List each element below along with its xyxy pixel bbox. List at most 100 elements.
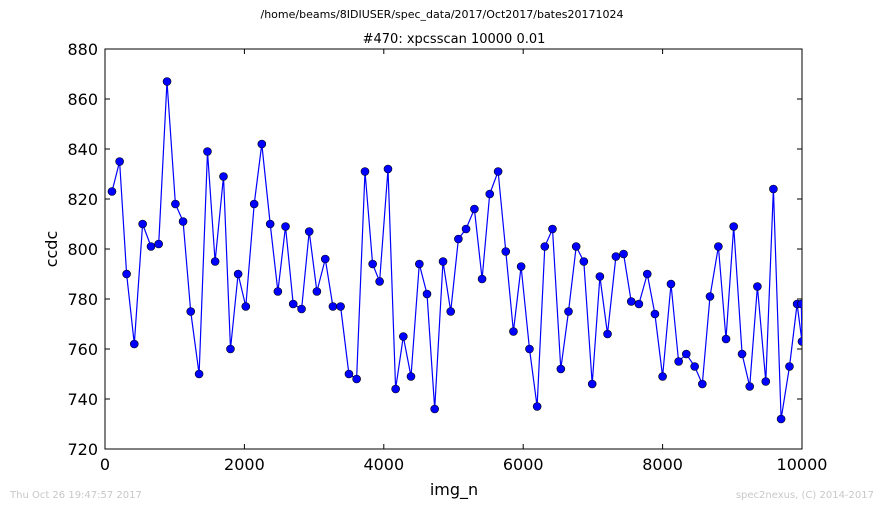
data-point	[745, 382, 755, 391]
data-point	[705, 292, 715, 301]
data-point	[525, 344, 534, 354]
data-point	[785, 362, 794, 371]
y-tick-label: 820	[67, 190, 98, 209]
data-point	[532, 402, 542, 411]
data-point	[430, 404, 439, 414]
data-point	[501, 247, 511, 256]
data-point	[107, 187, 117, 196]
data-point	[233, 269, 243, 279]
data-point	[336, 302, 345, 311]
data-point	[797, 299, 802, 309]
data-point	[477, 274, 487, 284]
y-tick-label: 760	[67, 340, 98, 359]
data-point	[698, 379, 707, 389]
data-point	[352, 374, 361, 384]
data-point	[548, 224, 557, 234]
data-point	[122, 269, 131, 279]
data-point	[690, 362, 699, 371]
data-point	[556, 364, 566, 374]
x-tick-label: 0	[100, 455, 110, 474]
data-point	[375, 277, 384, 286]
axes-frame	[104, 48, 803, 450]
y-tick-label: 780	[67, 290, 98, 309]
data-point	[320, 254, 330, 264]
data-point	[564, 307, 573, 316]
data-point	[138, 219, 147, 229]
data-point	[650, 309, 660, 319]
data-point	[681, 349, 691, 359]
data-point	[288, 299, 298, 309]
x-tick-label: 6000	[503, 455, 544, 474]
data-point	[210, 257, 220, 266]
suptitle: /home/beams/8IDIUSER/spec_data/2017/Oct2…	[261, 8, 624, 21]
data-point	[178, 217, 188, 226]
data-point	[241, 302, 251, 311]
data-point	[674, 357, 683, 366]
data-point	[186, 307, 196, 316]
y-tick-label: 860	[67, 90, 98, 109]
plot-area: 0 2000 4000 6000 8000 10000 720 740 760 780 800 820…	[67, 40, 827, 474]
data-point	[461, 224, 471, 234]
data-point	[406, 372, 416, 381]
data-point	[769, 184, 778, 194]
series-group	[107, 77, 802, 424]
data-point	[753, 282, 762, 291]
data-point	[666, 279, 676, 289]
data-point	[603, 329, 612, 339]
data-point	[509, 327, 518, 336]
data-point	[422, 289, 432, 299]
x-tick-label: 4000	[363, 455, 404, 474]
y-tick-label: 720	[67, 440, 98, 459]
data-point	[312, 287, 322, 296]
data-point	[328, 302, 338, 311]
data-point	[265, 219, 275, 229]
data-point	[146, 242, 156, 251]
data-point	[171, 199, 180, 209]
data-point	[587, 379, 597, 389]
data-point	[658, 372, 667, 381]
y-tick-label: 840	[67, 140, 98, 159]
data-point	[304, 227, 314, 236]
data-point	[642, 269, 652, 279]
data-point	[249, 199, 259, 209]
data-point	[383, 164, 393, 174]
data-point	[619, 249, 628, 259]
data-point	[737, 349, 747, 359]
chart-title: #470: xpcsscan 10000 0.01	[363, 32, 546, 47]
data-point	[399, 332, 408, 341]
data-point	[729, 222, 738, 231]
tick-layer: 0 2000 4000 6000 8000 10000 720 740 760 780 800 820…	[67, 40, 827, 474]
x-axis-label: img_n	[430, 480, 478, 500]
data-point	[446, 307, 456, 316]
series-layer	[107, 77, 802, 424]
data-point	[360, 167, 370, 176]
data-point	[115, 157, 124, 166]
data-point	[226, 344, 235, 354]
data-point	[776, 414, 786, 424]
data-point	[797, 337, 802, 346]
y-tick-label: 800	[67, 240, 98, 259]
data-point	[438, 257, 448, 266]
data-point	[485, 189, 495, 199]
data-point	[714, 242, 723, 251]
data-point	[194, 369, 204, 379]
data-point	[129, 339, 139, 349]
footer-timestamp: Thu Oct 26 19:47:57 2017	[9, 490, 142, 501]
data-point	[516, 262, 526, 271]
data-point	[257, 139, 267, 149]
y-tick-label: 880	[67, 40, 98, 59]
data-point	[162, 77, 172, 86]
data-point	[454, 234, 463, 244]
data-point	[470, 204, 479, 214]
data-point	[281, 222, 290, 231]
data-point	[391, 384, 400, 394]
data-point	[203, 147, 212, 156]
data-point	[721, 334, 731, 344]
data-point	[219, 172, 228, 181]
data-point	[761, 377, 771, 386]
data-point	[571, 242, 581, 251]
data-point	[634, 299, 644, 309]
data-point	[626, 297, 636, 306]
data-point	[273, 287, 283, 296]
